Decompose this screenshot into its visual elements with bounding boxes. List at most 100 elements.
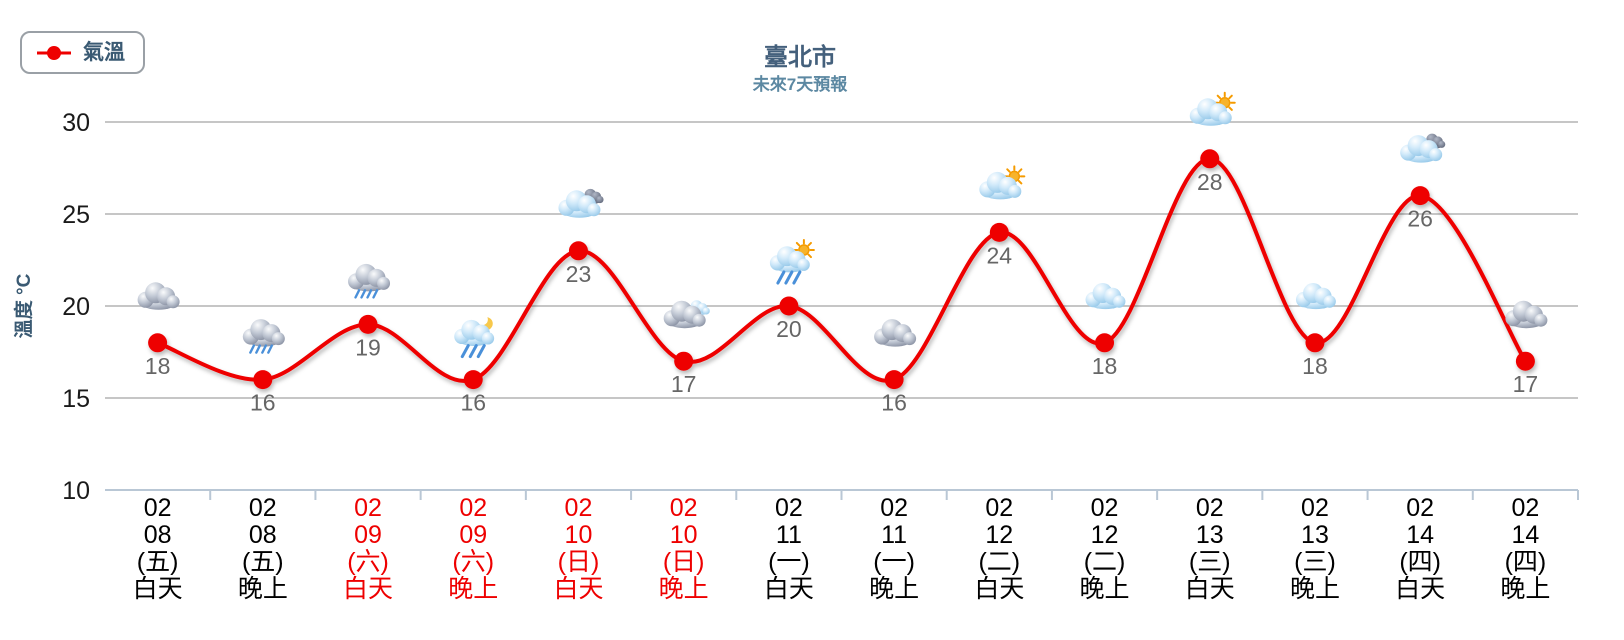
x-label-line: 10 xyxy=(565,521,593,549)
y-tick-label: 20 xyxy=(62,293,90,321)
x-label-line: 晚上 xyxy=(238,575,288,603)
x-label-line: (五) xyxy=(137,548,179,576)
x-label-line: 02 xyxy=(880,494,908,522)
weather-icon-sun-shower xyxy=(769,239,815,285)
x-label-line: 晚上 xyxy=(1500,575,1550,603)
x-label-line: (六) xyxy=(347,548,389,576)
temperature-point xyxy=(674,351,694,371)
x-label-line: (一) xyxy=(873,548,915,576)
temperature-point xyxy=(568,241,588,261)
x-label-line: (一) xyxy=(768,548,810,576)
y-axis-label: 溫度 °C xyxy=(12,273,35,338)
x-label-line: (四) xyxy=(1399,548,1441,576)
temperature-point xyxy=(884,370,904,390)
temperature-value-label: 16 xyxy=(881,390,907,416)
temperature-point xyxy=(1200,149,1220,169)
temperature-value-label: 16 xyxy=(250,390,276,416)
x-label-line: (二) xyxy=(1084,548,1126,576)
x-label-line: 晚上 xyxy=(869,575,919,603)
weather-icon-mostly-cloudy xyxy=(558,188,604,218)
x-label-line: (日) xyxy=(558,548,600,576)
temperature-value-label: 24 xyxy=(987,242,1013,268)
weather-icon-rain xyxy=(348,263,391,299)
x-label-line: 02 xyxy=(459,494,487,522)
x-label-line: 02 xyxy=(1301,494,1329,522)
weather-icon-overcast xyxy=(1505,300,1548,329)
weather-icon-mostly-cloudy xyxy=(1400,133,1446,163)
temperature-value-label: 17 xyxy=(1513,371,1539,397)
x-label-line: 白天 xyxy=(343,575,393,603)
x-label-line: 02 xyxy=(1091,494,1119,522)
x-label-line: 晚上 xyxy=(1290,575,1340,603)
x-label-line: 02 xyxy=(670,494,698,522)
temperature-point xyxy=(358,314,378,334)
y-tick-label: 10 xyxy=(62,477,90,505)
temperature-point xyxy=(1410,186,1430,206)
y-tick-label: 30 xyxy=(62,109,90,137)
chart-subtitle: 未來7天預報 xyxy=(752,75,848,94)
legend-line-dot-icon xyxy=(37,45,71,60)
x-label-line: 白天 xyxy=(1185,575,1235,603)
x-label-line: 08 xyxy=(144,521,172,549)
x-label-line: 12 xyxy=(1091,521,1119,549)
temperature-value-label: 19 xyxy=(355,334,381,360)
y-tick-label: 25 xyxy=(62,201,90,229)
x-label-line: 13 xyxy=(1196,521,1224,549)
temperature-point xyxy=(1305,333,1325,353)
x-label-line: 晚上 xyxy=(448,575,498,603)
temperature-point xyxy=(989,222,1009,242)
x-label-line: 11 xyxy=(881,521,907,549)
temperature-point xyxy=(463,370,483,390)
weather-icon-night-rain xyxy=(454,314,495,359)
x-label-line: (五) xyxy=(242,548,284,576)
x-label-line: 白天 xyxy=(974,575,1024,603)
temperature-value-label: 26 xyxy=(1407,206,1433,232)
x-label-line: 白天 xyxy=(1395,575,1445,603)
x-label-line: 02 xyxy=(1196,494,1224,522)
x-label-line: 13 xyxy=(1301,521,1329,549)
x-label-line: 08 xyxy=(249,521,277,549)
x-label-line: (二) xyxy=(978,548,1020,576)
weather-icon-cloudy xyxy=(1295,283,1336,310)
weather-icon-overcast xyxy=(137,282,180,310)
weather-icon-overcast xyxy=(874,319,917,347)
temperature-value-label: 20 xyxy=(776,316,802,342)
x-label-line: (三) xyxy=(1189,548,1231,576)
x-label-line: 02 xyxy=(565,494,593,522)
weather-icon-partly-sunny xyxy=(1189,91,1236,126)
x-label-line: 白天 xyxy=(553,575,603,603)
x-label-line: 白天 xyxy=(133,575,183,603)
x-label-line: 02 xyxy=(985,494,1013,522)
temperature-value-label: 17 xyxy=(671,371,697,397)
x-label-line: (四) xyxy=(1505,548,1547,576)
weather-icon-night-cloudy xyxy=(663,300,710,329)
x-label-line: (日) xyxy=(663,548,705,576)
x-label-line: 14 xyxy=(1511,521,1539,549)
x-label-line: 02 xyxy=(1406,494,1434,522)
temperature-series xyxy=(148,149,1535,390)
temperature-point xyxy=(253,370,273,390)
chart-title: 臺北市 xyxy=(764,44,836,71)
legend-label: 氣溫 xyxy=(83,41,125,64)
x-label-line: 白天 xyxy=(764,575,814,603)
temperature-point xyxy=(1515,351,1535,371)
legend-temperature[interactable]: 氣溫 xyxy=(20,31,145,74)
x-label-line: 02 xyxy=(144,494,172,522)
x-label-line: 12 xyxy=(985,521,1013,549)
x-label-line: 02 xyxy=(775,494,803,522)
x-label-line: 02 xyxy=(1511,494,1539,522)
weather-icon-rain xyxy=(242,319,285,354)
x-label-line: 02 xyxy=(249,494,277,522)
x-label-line: 晚上 xyxy=(1080,575,1130,603)
